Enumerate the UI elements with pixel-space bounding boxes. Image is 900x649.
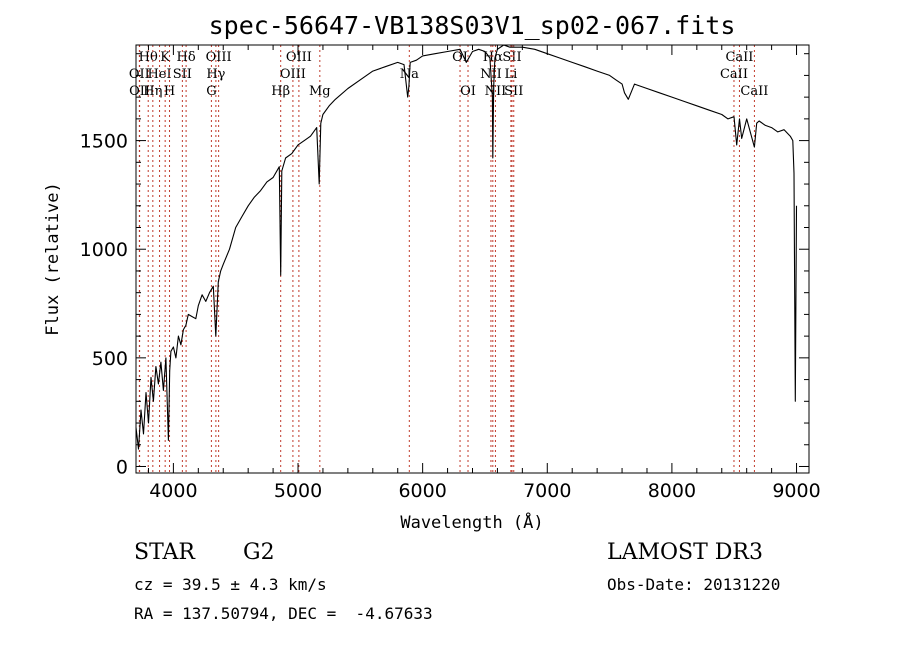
line-marker-label-22: SII — [502, 50, 521, 65]
series-line-flux — [135, 44, 798, 450]
axes: 4000 5000 6000 7000 8000 9000 0 500 1000 1500 — [80, 45, 821, 502]
line-marker-label-11: G — [206, 84, 216, 99]
line-marker-label-10: Hγ — [206, 67, 225, 82]
coordinates-text: RA = 137.50794, DEC = -4.67633 — [134, 604, 433, 623]
line-marker-label-1: OII — [129, 67, 150, 82]
line-marker-label-19: Hα — [483, 50, 503, 65]
y-axis-label: Flux (relative) — [43, 182, 63, 336]
y-tick-label-0: 0 — [116, 456, 128, 478]
obs-date: Obs-Date: 20131220 — [607, 575, 781, 594]
line-marker-label-12: OIII — [286, 50, 312, 65]
line-marker-label-5: Hη — [143, 84, 162, 99]
line-marker-label-6: Hδ — [177, 50, 196, 65]
x-tick-label-1: 5000 — [274, 480, 322, 502]
line-markers: Hθ OII OII K HeI Hη Hδ SII H OIII Hγ G OIII OIII Hβ Mg N… — [129, 45, 768, 473]
line-marker-label-3: K — [160, 50, 170, 65]
line-marker-label-27: CaII — [740, 84, 768, 99]
y-tick-label-2: 1000 — [80, 239, 128, 261]
x-axis-label: Wavelength (Å) — [400, 511, 543, 533]
spectral-subclass: G2 — [243, 540, 275, 565]
line-marker-label-21: NII — [485, 84, 507, 99]
y-tick-label-1: 500 — [92, 348, 128, 370]
line-marker-label-4: HeI — [147, 67, 171, 82]
x-tick-label-4: 8000 — [648, 480, 696, 502]
line-marker-label-17: OI — [452, 50, 468, 65]
x-tick-label-3: 7000 — [523, 480, 571, 502]
x-tick-label-5: 9000 — [772, 480, 820, 502]
x-tick-label-0: 4000 — [149, 480, 197, 502]
line-marker-label-8: H — [164, 84, 175, 99]
x-tick-label-2: 6000 — [398, 480, 446, 502]
redshift-text: cz = 39.5 ± 4.3 km/s — [134, 575, 327, 594]
line-marker-label-23: Li — [504, 67, 517, 82]
line-marker-label-15: Mg — [309, 84, 331, 99]
object-class: STAR — [134, 540, 195, 565]
line-marker-label-9: OIII — [206, 50, 232, 65]
line-marker-label-2: OII — [129, 84, 150, 99]
chart-title: spec-56647-VB138S03V1_sp02-067.fits — [209, 11, 736, 40]
line-marker-label-13: OIII — [280, 67, 306, 82]
line-marker-label-0: Hθ — [139, 50, 158, 65]
data-layer — [135, 44, 798, 450]
spectrum-chart: spec-56647-VB138S03V1_sp02-067.fits Hθ OI… — [43, 11, 821, 533]
line-marker-label-26: CaII — [720, 67, 748, 82]
line-marker-label-25: CaII — [725, 50, 753, 65]
line-marker-label-24: SII — [504, 84, 523, 99]
y-tick-label-3: 1500 — [80, 131, 128, 153]
line-marker-label-18: OI — [460, 84, 476, 99]
survey-name: LAMOST DR3 — [607, 540, 763, 565]
line-marker-label-7: SII — [173, 67, 192, 82]
line-marker-label-14: Hβ — [271, 84, 290, 99]
